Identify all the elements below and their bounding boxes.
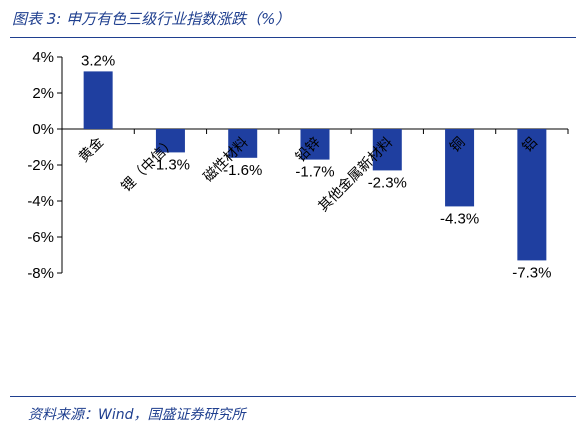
chart-labels: 3.2%黄金 -1.3%锂（中信） -1.6%磁性材料 -1.7%铅锌-2.3%其他金…: [75, 52, 551, 281]
data-label: 3.2%: [81, 52, 115, 69]
data-label: -1.6%: [223, 162, 262, 179]
category-label: 黄金: [75, 134, 107, 166]
data-label: -7.3%: [512, 264, 551, 281]
data-label: -1.3%: [151, 156, 190, 173]
y-tick-label: -6%: [27, 229, 54, 246]
y-tick-label: -8%: [27, 265, 54, 282]
top-rule: [10, 37, 576, 38]
chart-bars: [83, 71, 547, 261]
source-note: 资料来源：Wind，国盛证券研究所: [28, 407, 246, 423]
bar: [372, 129, 402, 171]
bar: [83, 71, 113, 129]
y-tick-label: -4%: [27, 193, 54, 210]
bar: [300, 129, 330, 160]
y-tick-label: 2%: [32, 85, 54, 102]
data-label: -2.3%: [368, 174, 407, 191]
bar: [228, 129, 258, 158]
bottom-rule: [10, 396, 576, 397]
data-label: -1.7%: [295, 164, 334, 181]
bar-chart: 4%2%0%-2%-4%-6%-8% 3.2%黄金 -1.3%锂（中信） -1.6%…: [27, 49, 569, 282]
figure-title: 图表 3: 申万有色三级行业指数涨跌（%）: [12, 10, 291, 28]
y-tick-label: -2%: [27, 157, 54, 174]
chart-axes: 4% 2% 0% -2% -4% -6% -8%: [27, 49, 569, 282]
bar: [155, 129, 185, 153]
y-tick-label: 4%: [32, 49, 54, 66]
bar: [517, 129, 547, 261]
y-tick-label: 0%: [32, 121, 54, 138]
bar: [445, 129, 475, 207]
data-label: -4.3%: [440, 210, 479, 227]
